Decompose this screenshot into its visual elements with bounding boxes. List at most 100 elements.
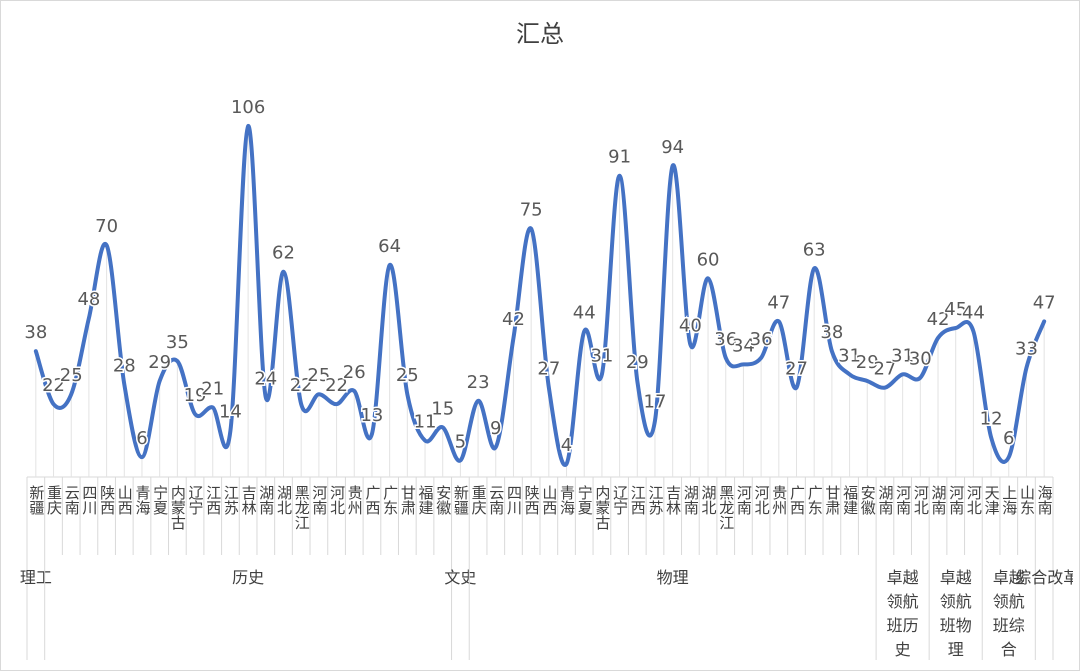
x-tick-label: 宁夏 bbox=[576, 485, 594, 515]
group-label: 历史 bbox=[232, 568, 265, 587]
x-tick-label: 安徽 bbox=[859, 485, 877, 515]
x-tick-label: 广东 bbox=[381, 485, 399, 515]
x-tick-label: 上海 bbox=[1000, 485, 1018, 515]
x-tick-label: 江西 bbox=[629, 485, 647, 515]
data-label: 22 bbox=[325, 375, 348, 396]
x-tick-label: 河北 bbox=[912, 485, 930, 515]
data-label: 34 bbox=[732, 335, 755, 356]
group-label-box: 卓越领航班物理 bbox=[939, 568, 972, 659]
data-label: 38 bbox=[820, 322, 843, 343]
data-label: 31 bbox=[590, 345, 613, 366]
group-label-box: 卓越领航班综合 bbox=[992, 568, 1025, 659]
x-tick-label: 湖北 bbox=[275, 485, 293, 515]
x-tick-label: 广东 bbox=[806, 485, 824, 515]
data-label: 94 bbox=[661, 137, 684, 158]
group-label: 理工 bbox=[19, 568, 52, 587]
data-label: 12 bbox=[980, 408, 1003, 429]
x-tick-label: 河北 bbox=[328, 485, 346, 515]
data-label: 19 bbox=[184, 385, 207, 406]
data-label: 23 bbox=[467, 372, 490, 393]
data-label: 45 bbox=[944, 299, 967, 320]
x-tick-label: 福建 bbox=[841, 485, 859, 515]
data-label: 4 bbox=[561, 435, 572, 456]
group-label: 卓越领航班物理 bbox=[939, 568, 972, 659]
data-label: 47 bbox=[1033, 292, 1056, 313]
data-label: 36 bbox=[714, 329, 737, 350]
data-label: 28 bbox=[113, 355, 136, 376]
data-label: 40 bbox=[679, 316, 702, 337]
x-tick-label: 河北 bbox=[965, 485, 983, 515]
x-tick-label: 河南 bbox=[947, 485, 965, 515]
x-tick-label: 甘肃 bbox=[399, 485, 417, 515]
x-tick-label: 河南 bbox=[894, 485, 912, 515]
group-label: 综合改革 bbox=[1015, 568, 1073, 587]
x-tick-label: 吉林 bbox=[240, 485, 258, 515]
x-tick-label: 重庆 bbox=[470, 485, 488, 515]
group-label: 文史 bbox=[444, 568, 477, 587]
data-label: 42 bbox=[502, 309, 525, 330]
data-label: 75 bbox=[520, 200, 543, 221]
data-label: 17 bbox=[644, 392, 667, 413]
x-tick-label: 四川 bbox=[80, 485, 98, 515]
x-tick-label: 河北 bbox=[753, 485, 771, 515]
data-label: 6 bbox=[136, 428, 147, 449]
data-label: 91 bbox=[608, 147, 631, 168]
x-tick-label: 安徽 bbox=[434, 485, 452, 515]
data-label: 30 bbox=[909, 349, 932, 370]
data-label: 14 bbox=[219, 402, 242, 423]
x-tick-label: 湖南 bbox=[257, 485, 275, 515]
x-tick-label: 河南 bbox=[735, 485, 753, 515]
data-label: 29 bbox=[856, 352, 879, 373]
x-tick-label: 黑龙江 bbox=[293, 485, 311, 530]
data-label: 24 bbox=[254, 369, 277, 390]
x-tick-label: 辽宁 bbox=[187, 485, 205, 515]
group-label-box: 文史 bbox=[444, 568, 477, 587]
data-label: 62 bbox=[272, 243, 295, 264]
data-label: 48 bbox=[77, 289, 100, 310]
x-tick-label: 山东 bbox=[1018, 485, 1036, 515]
data-label: 21 bbox=[201, 378, 224, 399]
data-label: 70 bbox=[95, 216, 118, 237]
group-label-box: 卓越领航班历史 bbox=[887, 568, 919, 659]
data-label: 35 bbox=[166, 332, 189, 353]
x-tick-label: 海南 bbox=[1036, 485, 1054, 515]
x-tick-label: 新疆 bbox=[452, 485, 470, 515]
x-tick-label: 贵州 bbox=[770, 485, 788, 515]
data-label: 60 bbox=[697, 249, 720, 270]
x-tick-label: 山西 bbox=[540, 485, 558, 515]
data-label: 31 bbox=[838, 345, 861, 366]
data-label: 27 bbox=[785, 359, 808, 380]
x-tick-label: 广西 bbox=[363, 485, 381, 515]
x-tick-label: 湖北 bbox=[700, 485, 718, 515]
x-tick-label: 江西 bbox=[204, 485, 222, 515]
data-label: 64 bbox=[378, 236, 401, 257]
x-tick-label: 陕西 bbox=[523, 485, 541, 515]
data-label: 25 bbox=[60, 365, 83, 386]
group-label-box: 综合改革 bbox=[1015, 568, 1073, 587]
x-tick-label: 内蒙古 bbox=[593, 485, 611, 530]
data-label: 44 bbox=[573, 302, 596, 323]
data-label: 31 bbox=[891, 345, 914, 366]
data-label: 11 bbox=[414, 412, 437, 433]
x-tick-label: 内蒙古 bbox=[169, 485, 187, 530]
x-tick-label: 湖南 bbox=[930, 485, 948, 515]
x-tick-label: 重庆 bbox=[45, 485, 63, 515]
x-tick-label: 河南 bbox=[310, 485, 328, 515]
data-label: 29 bbox=[148, 352, 171, 373]
x-tick-label: 广西 bbox=[788, 485, 806, 515]
x-tick-label: 辽宁 bbox=[611, 485, 629, 515]
data-label: 27 bbox=[873, 359, 896, 380]
x-tick-label: 青海 bbox=[558, 485, 576, 515]
data-label: 44 bbox=[962, 302, 985, 323]
data-label: 25 bbox=[396, 365, 419, 386]
x-tick-label: 陕西 bbox=[98, 485, 116, 515]
data-label: 33 bbox=[1015, 339, 1038, 360]
group-label-box: 物理 bbox=[656, 568, 689, 587]
group-label: 物理 bbox=[656, 568, 689, 587]
line-series bbox=[33, 124, 1047, 467]
x-tick-label: 贵州 bbox=[346, 485, 364, 515]
group-label: 卓越领航班综合 bbox=[992, 568, 1025, 659]
x-tick-label: 云南 bbox=[487, 485, 505, 515]
